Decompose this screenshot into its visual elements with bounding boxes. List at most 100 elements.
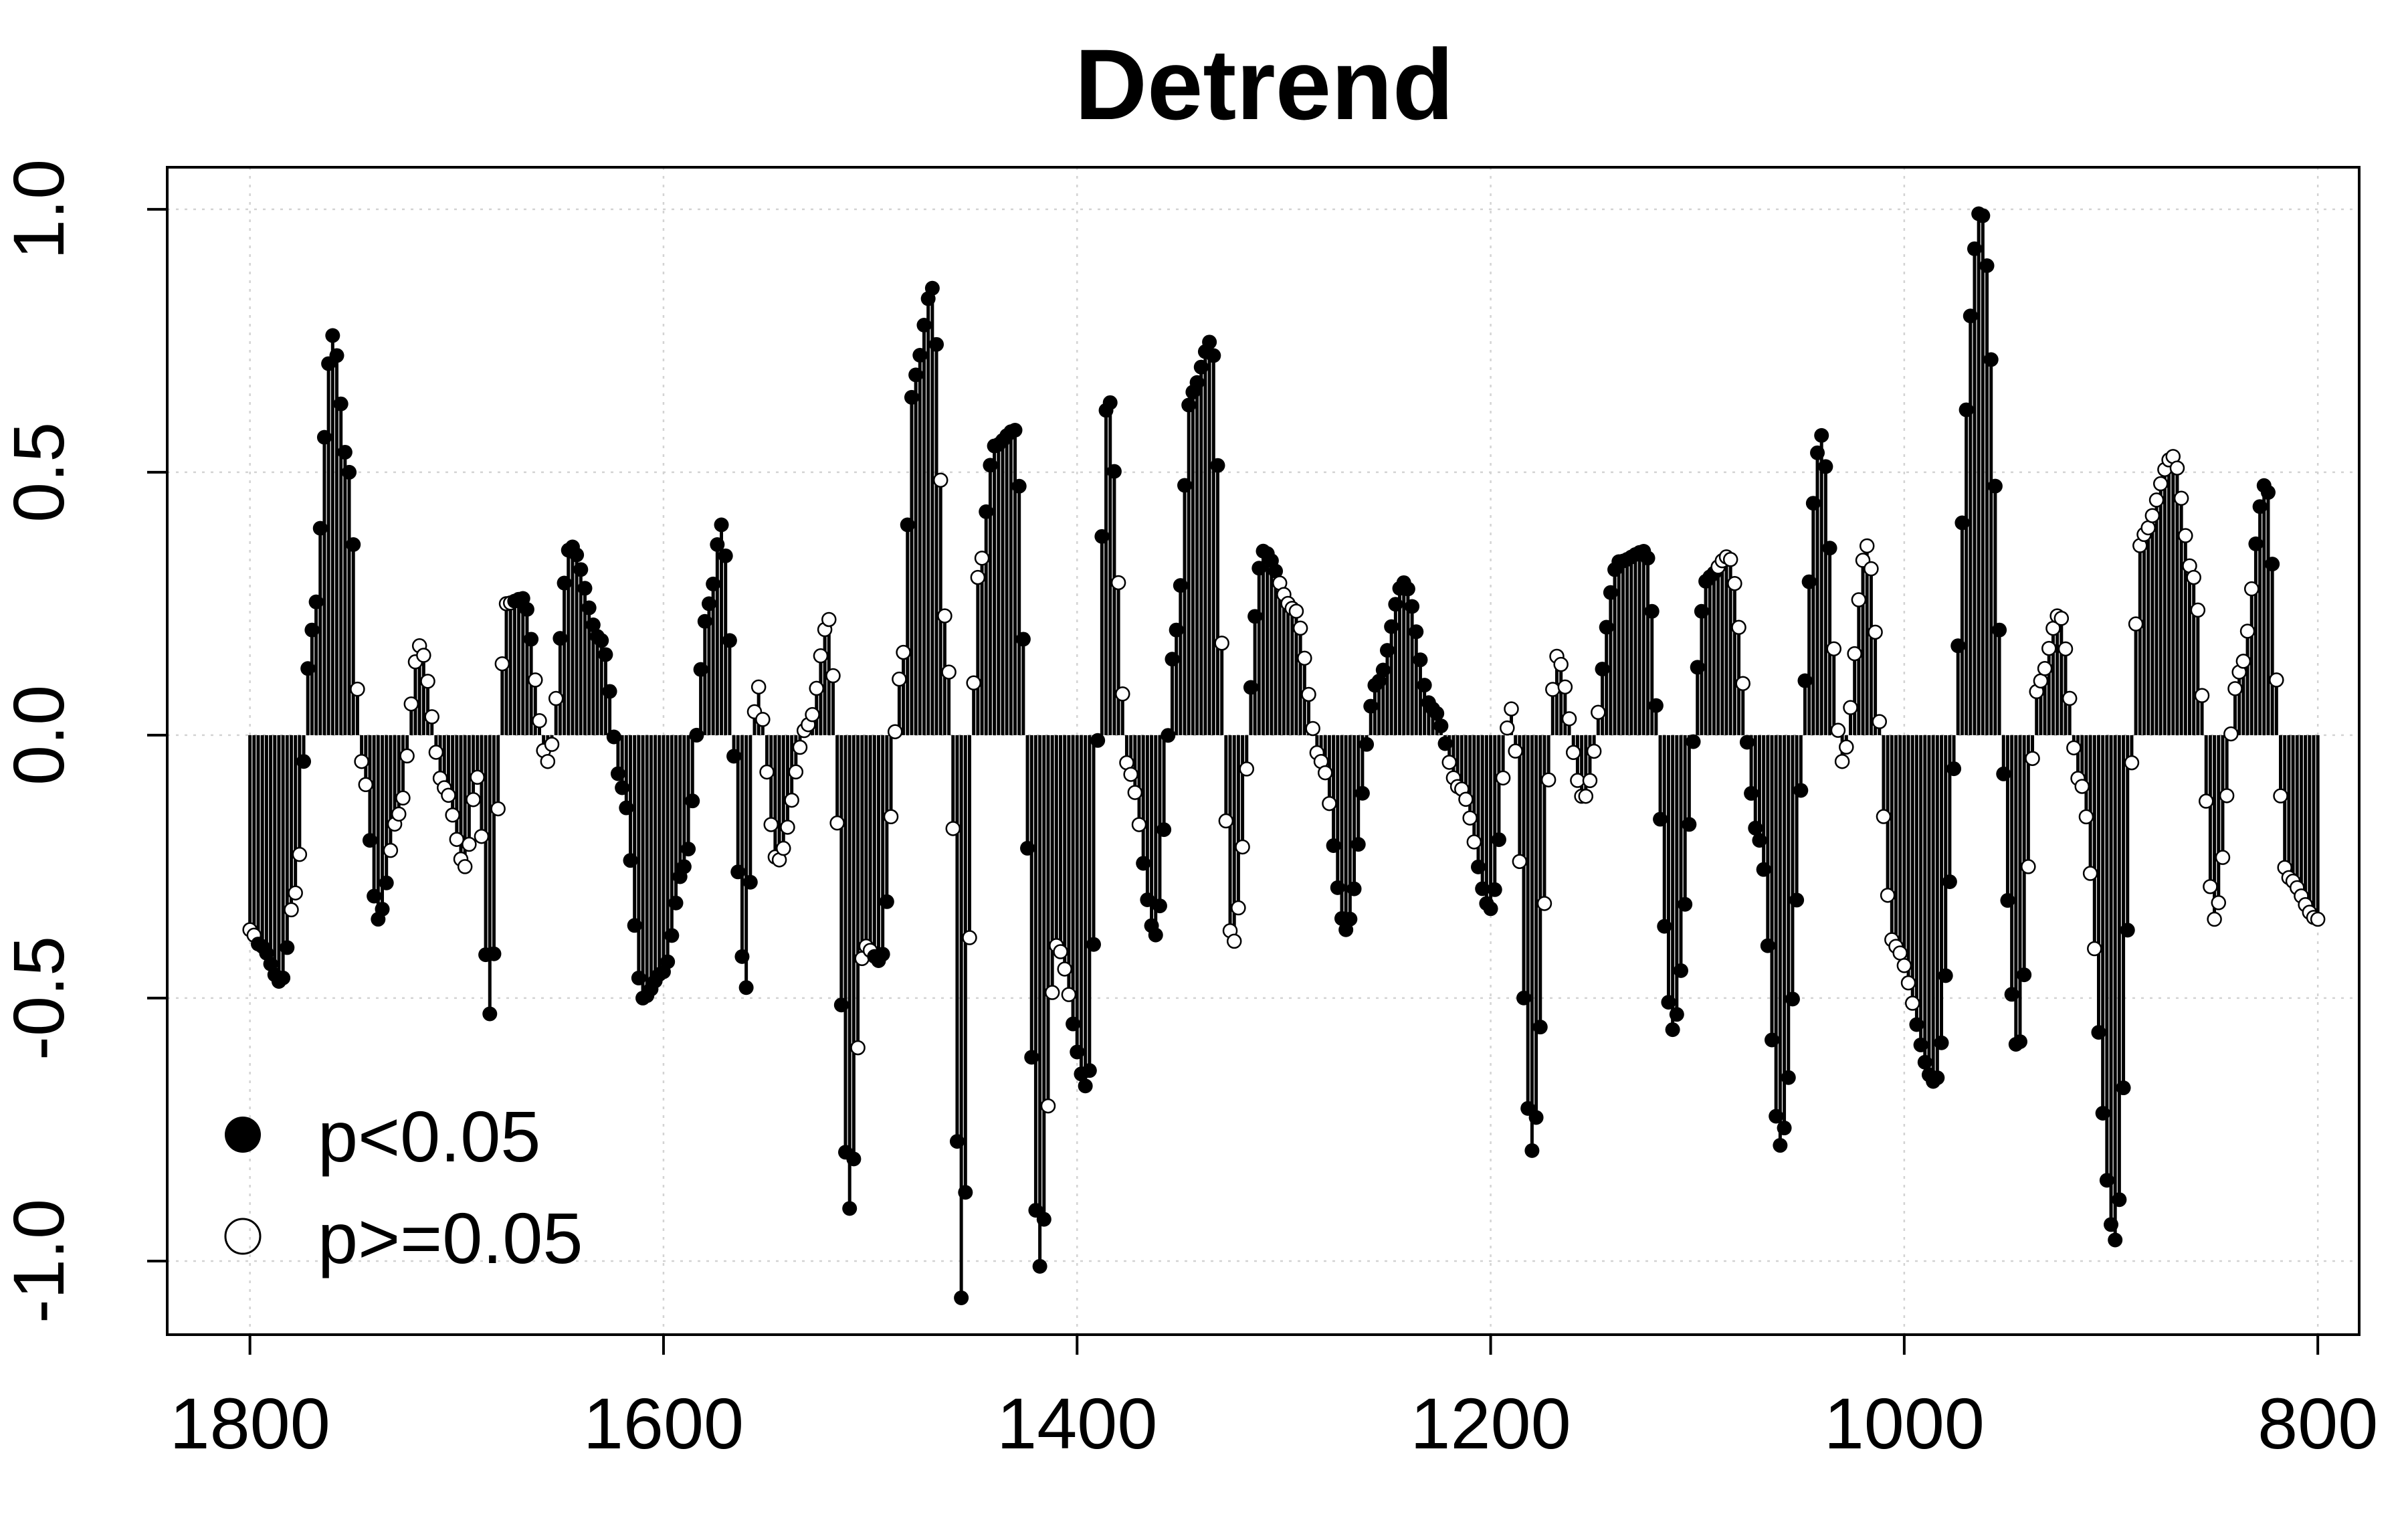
- point-not-significant: [1851, 592, 1867, 607]
- point-significant: [1007, 423, 1023, 438]
- point-not-significant: [1735, 676, 1750, 691]
- point-significant: [1251, 561, 1267, 576]
- point-not-significant: [1110, 575, 1126, 591]
- point-significant: [362, 833, 377, 848]
- point-significant: [1930, 1070, 1945, 1086]
- point-significant: [1686, 734, 1701, 749]
- point-significant: [631, 970, 646, 985]
- point-not-significant: [428, 745, 444, 760]
- point-significant: [1644, 603, 1660, 619]
- point-significant: [929, 337, 944, 352]
- point-significant: [1682, 817, 1697, 832]
- point-not-significant: [2219, 788, 2235, 803]
- point-not-significant: [424, 709, 439, 725]
- point-not-significant: [441, 787, 456, 803]
- point-significant: [1346, 881, 1362, 896]
- point-significant: [2000, 892, 2015, 908]
- point-significant: [710, 537, 725, 552]
- point-significant: [1785, 991, 1800, 1007]
- point-not-significant: [2082, 866, 2098, 881]
- point-significant: [1413, 652, 1428, 668]
- point-significant: [1661, 995, 1676, 1010]
- point-significant: [610, 766, 625, 781]
- point-significant: [342, 464, 357, 480]
- point-significant: [1354, 785, 1370, 801]
- point-significant: [296, 754, 312, 769]
- point-not-significant: [966, 675, 981, 691]
- point-significant: [1595, 662, 1610, 677]
- point-significant: [1169, 622, 1184, 638]
- point-significant: [524, 632, 539, 647]
- point-not-significant: [821, 611, 837, 628]
- point-not-significant: [1239, 761, 1255, 777]
- point-significant: [1371, 674, 1387, 689]
- point-not-significant: [2087, 941, 2102, 957]
- point-significant: [1690, 660, 1705, 675]
- point-significant: [569, 547, 585, 563]
- point-not-significant: [383, 842, 399, 858]
- point-significant: [1405, 599, 1420, 614]
- point-significant: [2112, 1192, 2127, 1208]
- legend: p<0.05 p>=0.05: [224, 1096, 583, 1278]
- point-significant: [585, 617, 601, 633]
- point-not-significant: [2178, 528, 2193, 543]
- point-significant: [701, 596, 716, 611]
- point-not-significant: [2227, 681, 2243, 696]
- point-significant: [2116, 1080, 2131, 1096]
- point-significant: [1491, 832, 1506, 848]
- x-tick-label: 1400: [997, 1383, 1157, 1464]
- point-not-significant: [1872, 714, 1888, 729]
- point-significant: [1744, 785, 1759, 801]
- x-tick-label: 1200: [1410, 1383, 1571, 1464]
- point-significant: [1015, 632, 1031, 647]
- point-not-significant: [2190, 602, 2206, 618]
- point-significant: [1959, 402, 1974, 417]
- point-not-significant: [1553, 656, 1569, 672]
- point-significant: [1797, 673, 1813, 688]
- point-not-significant: [2169, 460, 2185, 476]
- point-not-significant: [2173, 490, 2189, 506]
- point-significant: [2248, 536, 2264, 551]
- point-significant: [1070, 1044, 1085, 1060]
- point-significant: [1996, 766, 2011, 781]
- point-not-significant: [1586, 743, 1602, 759]
- point-significant: [1756, 862, 1771, 877]
- y-axis: -1.0 -0.5 0.0 0.5 1.0: [0, 159, 169, 1323]
- point-not-significant: [1561, 711, 1577, 727]
- point-significant: [308, 594, 324, 609]
- point-not-significant: [1123, 767, 1138, 782]
- point-significant: [1653, 812, 1668, 827]
- point-significant: [346, 537, 361, 552]
- point-not-significant: [462, 836, 477, 852]
- point-significant: [1161, 728, 1176, 743]
- point-significant: [1202, 335, 1217, 350]
- point-significant: [1678, 896, 1693, 912]
- point-significant: [1673, 963, 1688, 978]
- point-significant: [486, 946, 502, 961]
- point-significant: [379, 875, 394, 890]
- point-significant: [1917, 1054, 1932, 1070]
- point-not-significant: [850, 1040, 866, 1056]
- point-significant: [954, 1290, 969, 1305]
- point-significant: [1342, 911, 1358, 927]
- point-significant: [2091, 1025, 2106, 1040]
- point-significant: [722, 633, 737, 648]
- y-tick-label: 1.0: [0, 159, 79, 260]
- point-significant: [2104, 1217, 2119, 1232]
- point-significant: [833, 997, 849, 1013]
- point-not-significant: [292, 846, 308, 862]
- point-significant: [1090, 733, 1106, 748]
- point-significant: [1739, 735, 1754, 750]
- point-significant: [333, 396, 348, 411]
- point-not-significant: [1722, 552, 1738, 567]
- point-not-significant: [945, 821, 961, 836]
- point-not-significant: [1317, 765, 1333, 781]
- point-not-significant: [2148, 492, 2165, 508]
- point-significant: [1516, 990, 1532, 1006]
- point-significant: [367, 888, 382, 904]
- point-significant: [316, 430, 332, 445]
- point-not-significant: [1880, 887, 1896, 903]
- point-significant: [1268, 563, 1284, 579]
- point-not-significant: [970, 569, 986, 585]
- point-not-significant: [2310, 911, 2326, 927]
